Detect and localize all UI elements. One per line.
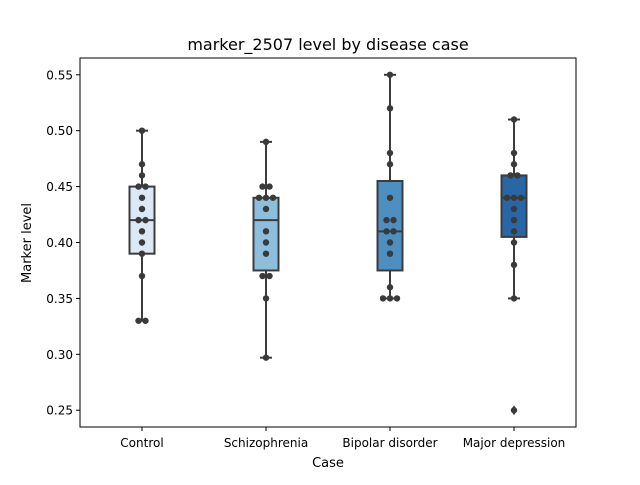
data-point xyxy=(510,295,518,302)
data-point xyxy=(255,194,263,201)
y-tick-label: 0.35 xyxy=(46,292,73,306)
chart-title: marker_2507 level by disease case xyxy=(187,35,468,55)
data-point xyxy=(269,194,277,201)
data-point xyxy=(386,250,394,257)
data-point xyxy=(510,205,518,213)
data-point xyxy=(266,272,273,280)
data-point xyxy=(386,149,394,157)
data-point xyxy=(138,127,146,134)
data-point xyxy=(390,228,397,235)
data-point xyxy=(510,116,518,123)
data-point xyxy=(138,228,146,235)
data-point xyxy=(386,105,394,112)
data-point xyxy=(510,407,518,414)
data-point xyxy=(138,272,146,280)
x-tick-label: Schizophrenia xyxy=(224,436,308,450)
data-point xyxy=(386,284,394,291)
x-tick-label: Bipolar disorder xyxy=(342,436,437,450)
data-point xyxy=(510,239,518,246)
data-point xyxy=(510,228,518,235)
x-tick-label: Control xyxy=(120,436,163,450)
data-point xyxy=(138,161,146,168)
data-point xyxy=(386,194,394,201)
data-point xyxy=(383,228,390,235)
box xyxy=(376,180,404,272)
data-point xyxy=(386,295,394,302)
data-point xyxy=(510,216,518,224)
y-axis-label: Marker level xyxy=(20,203,35,283)
data-point xyxy=(135,183,142,190)
data-point xyxy=(510,149,518,157)
data-point xyxy=(390,216,397,224)
y-tick-label: 0.45 xyxy=(46,180,73,194)
data-point xyxy=(262,250,270,257)
data-point xyxy=(135,317,142,324)
data-point xyxy=(386,71,394,78)
data-point xyxy=(510,194,518,201)
data-point xyxy=(393,295,401,302)
data-point xyxy=(262,194,270,201)
data-point xyxy=(138,239,146,246)
y-tick-label: 0.40 xyxy=(46,236,73,250)
data-point xyxy=(142,216,149,224)
data-point xyxy=(138,194,146,201)
data-point xyxy=(142,317,149,324)
data-point xyxy=(262,295,270,302)
data-point xyxy=(383,216,390,224)
y-tick-label: 0.50 xyxy=(46,124,73,138)
data-point xyxy=(138,250,146,257)
data-point xyxy=(517,194,525,201)
data-point xyxy=(507,172,514,179)
data-point xyxy=(386,239,394,246)
data-point xyxy=(262,138,270,146)
data-point xyxy=(262,228,270,235)
y-tick-label: 0.25 xyxy=(46,404,73,418)
plot-area: 0.25 0.30 0.35 0.40 0.45 0.50 0.55 Control Schiz… xyxy=(46,68,565,450)
data-point xyxy=(135,216,142,224)
data-point xyxy=(262,239,270,246)
data-point xyxy=(262,354,270,361)
data-point xyxy=(138,205,146,213)
y-tick-label: 0.55 xyxy=(46,68,73,82)
x-axis-label: Case xyxy=(312,456,344,471)
data-point xyxy=(266,183,273,190)
data-point xyxy=(138,172,146,179)
data-point xyxy=(262,205,270,213)
plot-frame xyxy=(79,57,577,428)
data-point xyxy=(379,295,387,302)
x-tick-label: Major depression xyxy=(463,436,566,450)
data-point xyxy=(259,272,266,280)
data-point xyxy=(510,161,518,168)
data-point xyxy=(510,261,518,269)
data-point xyxy=(503,194,511,201)
data-point xyxy=(386,161,394,168)
data-point xyxy=(142,183,149,190)
data-point xyxy=(259,183,266,190)
data-point xyxy=(514,172,521,179)
y-tick-label: 0.30 xyxy=(46,348,73,362)
